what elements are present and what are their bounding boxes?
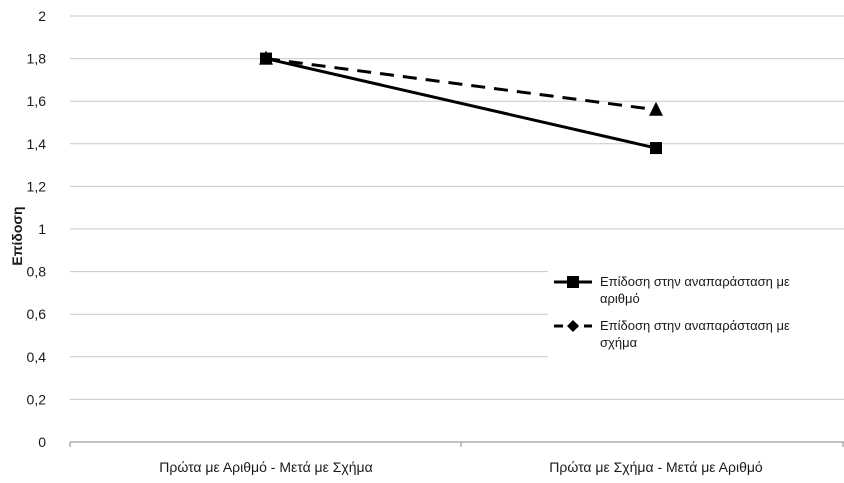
y-tick-label: 0,2 (27, 391, 47, 407)
legend-label: Επίδοση στην αναπαράσταση με σχήμα (600, 318, 790, 350)
y-tick-label: 2 (38, 8, 46, 24)
legend-label-line: σχήμα (600, 335, 638, 350)
y-tick-labels: 0 0,2 0,4 0,6 0,8 1 1,2 1,4 1,6 1,8 2 (27, 8, 47, 450)
gridlines (70, 15, 844, 400)
y-tick-label: 1,2 (27, 178, 47, 194)
y-tick-label: 1,6 (27, 93, 47, 109)
series-group (259, 50, 663, 155)
y-tick-label: 0,8 (27, 264, 47, 280)
y-tick-label: 0,6 (27, 306, 47, 322)
legend-label: Επίδοση στην αναπαράσταση με αριθμό (600, 274, 790, 306)
legend: Επίδοση στην αναπαράσταση με αριθμόΕπίδοσ… (548, 262, 844, 358)
y-tick-label: 0 (38, 434, 46, 450)
y-tick-label: 1,4 (27, 136, 47, 152)
y-tick-label: 0,4 (27, 349, 47, 365)
x-tick-label: Πρώτα με Αριθμό - Μετά με Σχήμα (159, 459, 372, 475)
data-point-marker (260, 52, 272, 65)
series-line (265, 57, 657, 150)
data-point-marker (650, 142, 662, 155)
data-point-marker (649, 101, 663, 116)
y-axis-label: Επίδοση (9, 206, 25, 265)
legend-box (548, 262, 844, 358)
legend-label-line: Επίδοση στην αναπαράσταση με (600, 318, 790, 333)
legend-label-line: Επίδοση στην αναπαράσταση με (600, 274, 790, 289)
y-tick-label: 1 (38, 221, 46, 237)
x-tick-labels: Πρώτα με Αριθμό - Μετά με Σχήμα Πρώτα με … (159, 459, 763, 475)
x-tick-label: Πρώτα με Σχήμα - Μετά με Αριθμό (549, 459, 763, 475)
axes (69, 441, 844, 447)
legend-label-line: αριθμό (600, 291, 640, 306)
series-line (265, 57, 657, 112)
legend-marker (567, 276, 579, 288)
legend-marker (567, 320, 579, 332)
y-tick-label: 1,8 (27, 51, 47, 67)
